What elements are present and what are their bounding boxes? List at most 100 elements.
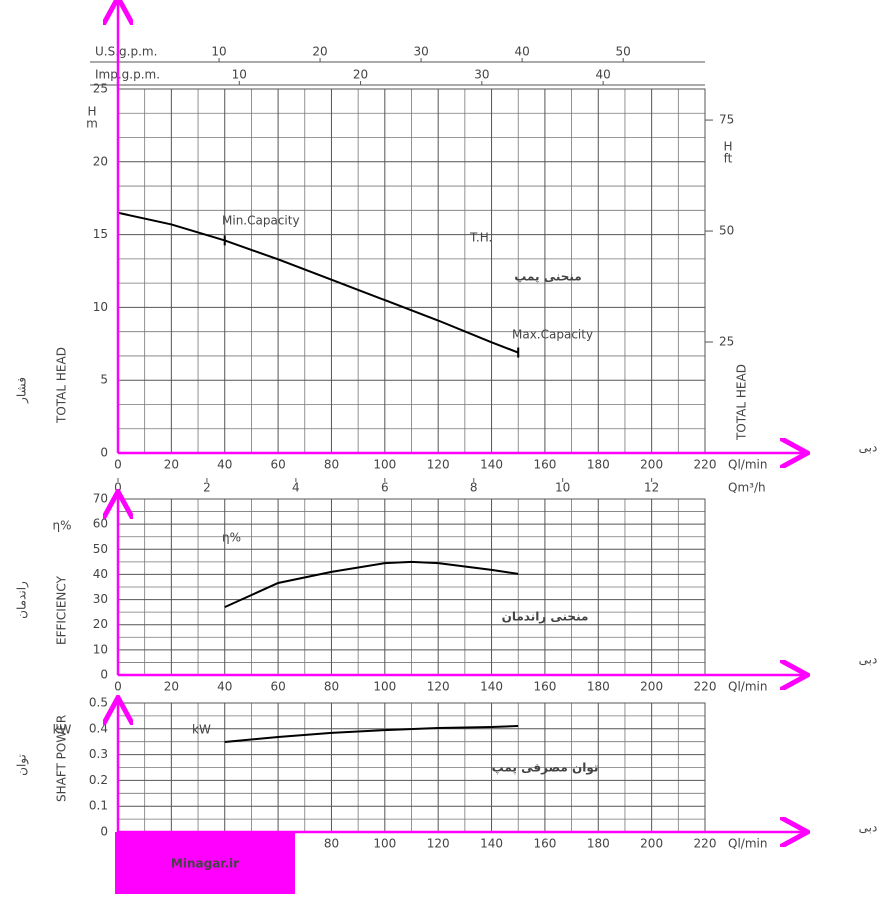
y-tick-label: 70 bbox=[93, 492, 108, 506]
y-tick-label: 0.5 bbox=[89, 696, 108, 710]
bottom-axis-tick-label: 6 bbox=[381, 481, 389, 495]
x-tick-label: 40 bbox=[217, 680, 232, 694]
y2-axis-label: TOTAL HEAD bbox=[735, 364, 749, 441]
x-tick-label: 220 bbox=[694, 837, 717, 851]
y2-tick-label: 50 bbox=[719, 224, 734, 238]
x-tick-label: 140 bbox=[480, 837, 503, 851]
x-tick-label: 80 bbox=[324, 837, 339, 851]
x-tick-label: 100 bbox=[373, 458, 396, 472]
y-axis-symbol: kW bbox=[53, 723, 72, 737]
annotation: Min.Capacity bbox=[222, 214, 300, 228]
x-axis-label: Ql/min bbox=[728, 837, 767, 851]
x-tick-label: 140 bbox=[480, 458, 503, 472]
y-tick-label: 20 bbox=[93, 617, 108, 631]
series-label: kW bbox=[192, 723, 211, 737]
x-axis-label: Ql/min bbox=[728, 680, 767, 694]
x-tick-label: 180 bbox=[587, 837, 610, 851]
y2-axis-unit: ft bbox=[724, 152, 733, 166]
top-axis-tick-label: 30 bbox=[474, 68, 489, 82]
top-axis-tick-label: 10 bbox=[211, 45, 226, 59]
x-tick-label: 220 bbox=[694, 458, 717, 472]
curve bbox=[224, 724, 519, 743]
y2-tick-label: 25 bbox=[719, 335, 734, 349]
top-axis-tick-label: 30 bbox=[413, 45, 428, 59]
side-label: توان bbox=[15, 754, 30, 776]
bottom-axis-label: Qm³/h bbox=[728, 481, 766, 495]
watermark: Minagar.ir bbox=[171, 857, 239, 871]
top-axis-tick-label: 50 bbox=[616, 45, 631, 59]
top-axis-tick-label: 40 bbox=[595, 68, 610, 82]
y-tick-label: 0.2 bbox=[89, 773, 108, 787]
y-tick-label: 10 bbox=[93, 642, 108, 656]
top-axis-label: U.S.g.p.m. bbox=[95, 45, 157, 59]
top-axis-tick-label: 20 bbox=[353, 68, 368, 82]
curve bbox=[224, 560, 519, 609]
y-tick-label: 60 bbox=[93, 517, 108, 531]
y-tick-label: 5 bbox=[100, 373, 108, 387]
bottom-axis-tick-label: 2 bbox=[203, 481, 211, 495]
flow-label: دبی bbox=[859, 653, 878, 667]
x-tick-label: 0 bbox=[114, 680, 122, 694]
flow-label: دبی bbox=[859, 441, 878, 455]
x-tick-label: 80 bbox=[324, 458, 339, 472]
annotation: Max.Capacity bbox=[512, 328, 593, 342]
x-tick-label: 160 bbox=[533, 458, 556, 472]
y-axis-label: EFFICIENCY bbox=[55, 575, 69, 645]
x-tick-label: 20 bbox=[164, 680, 179, 694]
y-tick-label: 0 bbox=[100, 668, 108, 682]
x-tick-label: 120 bbox=[427, 837, 450, 851]
x-tick-label: 200 bbox=[640, 837, 663, 851]
x-tick-label: 120 bbox=[427, 458, 450, 472]
x-tick-label: 140 bbox=[480, 680, 503, 694]
y-tick-label: 15 bbox=[93, 227, 108, 241]
x-tick-label: 20 bbox=[164, 458, 179, 472]
y-tick-label: 0 bbox=[100, 446, 108, 460]
top-axis-tick-label: 20 bbox=[312, 45, 327, 59]
bottom-axis-tick-label: 0 bbox=[114, 481, 122, 495]
side-label: فشار bbox=[15, 377, 30, 404]
series-label: η% bbox=[222, 531, 241, 545]
x-tick-label: 0 bbox=[114, 458, 122, 472]
y-tick-label: 50 bbox=[93, 542, 108, 556]
annotation: منحنی پمپ bbox=[514, 270, 581, 284]
x-tick-label: 220 bbox=[694, 680, 717, 694]
x-tick-label: 180 bbox=[587, 680, 610, 694]
top-axis-tick-label: 40 bbox=[514, 45, 529, 59]
y-tick-label: 10 bbox=[93, 300, 108, 314]
top-axis-tick-label: 10 bbox=[232, 68, 247, 82]
y-tick-label: 25 bbox=[93, 82, 108, 96]
y-tick-label: 40 bbox=[93, 567, 108, 581]
x-tick-label: 60 bbox=[270, 680, 285, 694]
x-tick-label: 40 bbox=[217, 458, 232, 472]
x-tick-label: 200 bbox=[640, 680, 663, 694]
y-tick-label: 0.4 bbox=[89, 721, 108, 735]
y-tick-label: 0.1 bbox=[89, 799, 108, 813]
curve bbox=[117, 211, 519, 354]
y-axis-symbol: H bbox=[87, 105, 96, 119]
series-label: T.H. bbox=[469, 231, 492, 245]
y-axis-label: SHAFT POWER bbox=[55, 715, 69, 802]
bottom-axis-tick-label: 10 bbox=[555, 481, 570, 495]
x-tick-label: 180 bbox=[587, 458, 610, 472]
top-axis-label: Imp.g.p.m. bbox=[95, 68, 160, 82]
x-axis-label: Ql/min bbox=[728, 458, 767, 472]
x-tick-label: 100 bbox=[373, 680, 396, 694]
side-label: راندمان bbox=[15, 581, 30, 619]
y-tick-label: 20 bbox=[93, 154, 108, 168]
y-tick-label: 30 bbox=[93, 592, 108, 606]
y-axis-symbol: η% bbox=[52, 519, 71, 533]
flow-label: دبی bbox=[859, 821, 878, 835]
bottom-axis-tick-label: 4 bbox=[292, 481, 300, 495]
x-tick-label: 200 bbox=[640, 458, 663, 472]
y-tick-label: 0.3 bbox=[89, 747, 108, 761]
y2-tick-label: 75 bbox=[719, 113, 734, 127]
watermark-box bbox=[115, 832, 295, 894]
x-tick-label: 80 bbox=[324, 680, 339, 694]
x-tick-label: 100 bbox=[373, 837, 396, 851]
y-axis-label: TOTAL HEAD bbox=[55, 347, 69, 424]
annotation: توان مصرفی پمپ bbox=[492, 761, 599, 776]
y2-axis-symbol: H bbox=[723, 140, 732, 154]
y-tick-label: 0 bbox=[100, 825, 108, 839]
x-tick-label: 60 bbox=[270, 458, 285, 472]
